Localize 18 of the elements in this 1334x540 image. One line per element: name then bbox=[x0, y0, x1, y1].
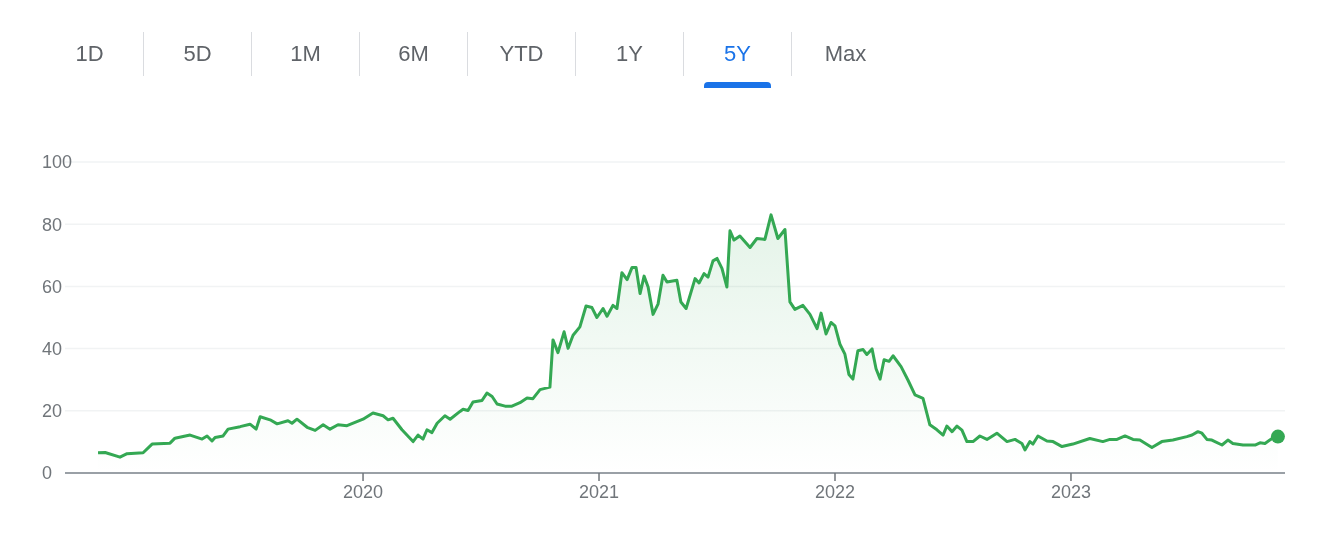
text: 5Y bbox=[724, 41, 751, 66]
x-tick-label: 2022 bbox=[814, 481, 856, 502]
x-tick-label: 2021 bbox=[578, 481, 620, 502]
text: 5D bbox=[183, 41, 212, 66]
text: 1Y bbox=[616, 41, 643, 66]
y-tick-label: 60 bbox=[42, 276, 63, 297]
y-tick-label: 40 bbox=[42, 338, 63, 359]
x-tick-label: 2020 bbox=[343, 481, 384, 502]
text: 6M bbox=[398, 41, 429, 66]
y-tick-label: 80 bbox=[42, 214, 63, 235]
y-tick-label: 100 bbox=[42, 152, 73, 173]
text: Max bbox=[824, 41, 867, 66]
x-tick-label: 2023 bbox=[1050, 481, 1091, 502]
y-tick-label: 20 bbox=[42, 401, 63, 422]
text: 1M bbox=[290, 41, 321, 66]
text: YTD bbox=[499, 41, 544, 66]
y-tick-label: 0 bbox=[42, 463, 53, 484]
text: 1D bbox=[75, 41, 104, 66]
